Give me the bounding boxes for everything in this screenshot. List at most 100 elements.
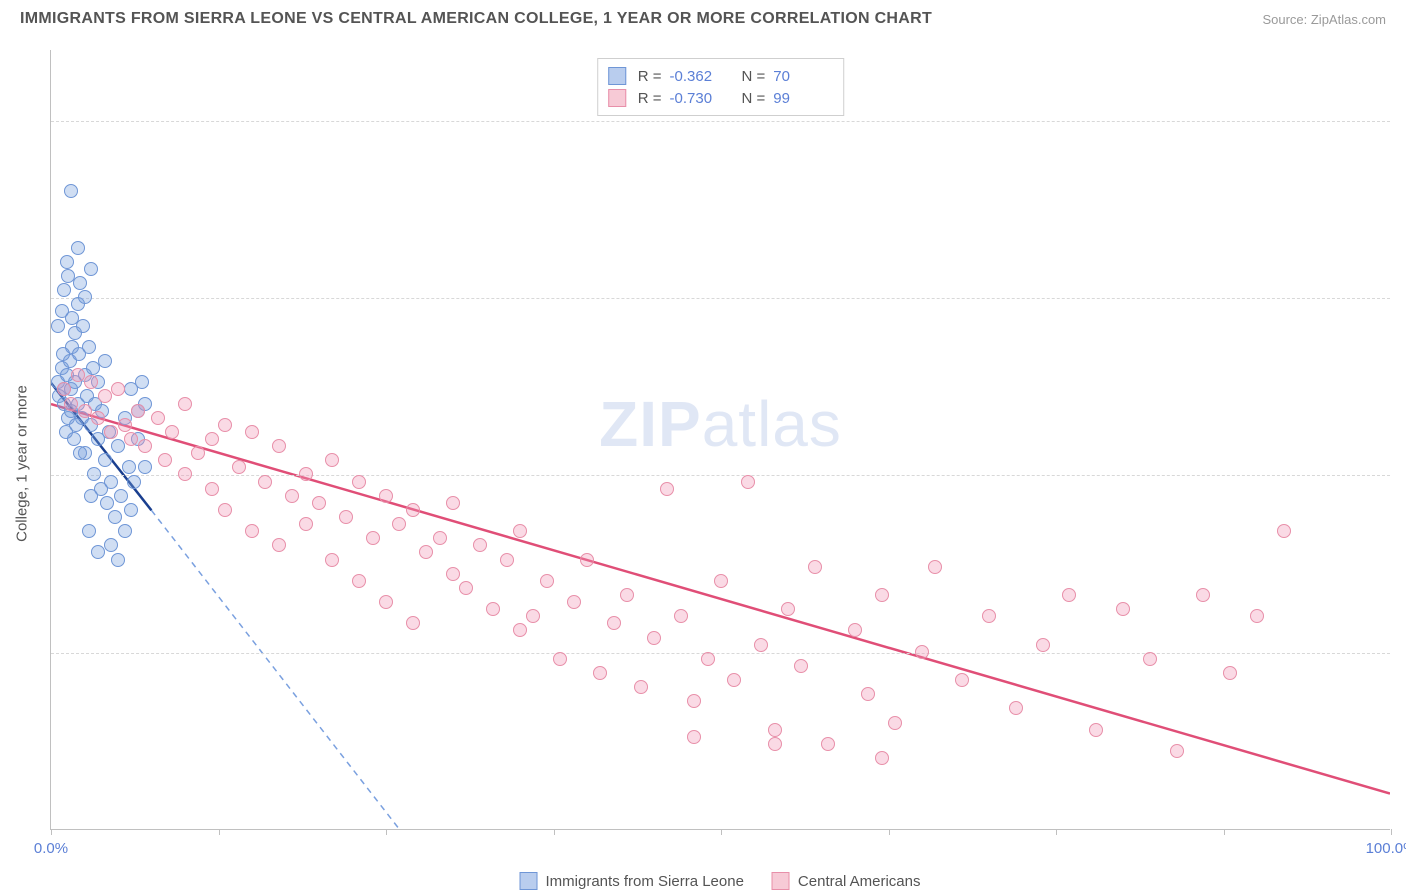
- data-point: [218, 418, 232, 432]
- data-point: [406, 503, 420, 517]
- watermark: ZIPatlas: [599, 387, 842, 461]
- xtick-label: 100.0%: [1366, 840, 1406, 857]
- data-point: [245, 524, 259, 538]
- data-point: [982, 609, 996, 623]
- data-point: [108, 510, 122, 524]
- n-value: 99: [773, 90, 833, 107]
- data-point: [1009, 701, 1023, 715]
- data-point: [768, 723, 782, 737]
- data-point: [1223, 666, 1237, 680]
- data-point: [232, 460, 246, 474]
- data-point: [131, 404, 145, 418]
- data-point: [55, 304, 69, 318]
- data-point: [82, 524, 96, 538]
- xtick: [889, 829, 890, 835]
- data-point: [352, 574, 366, 588]
- data-point: [138, 439, 152, 453]
- data-point: [178, 397, 192, 411]
- data-point: [272, 538, 286, 552]
- gridline: [51, 475, 1390, 476]
- data-point: [111, 382, 125, 396]
- data-point: [1170, 744, 1184, 758]
- r-label: R =: [638, 90, 662, 107]
- data-point: [339, 510, 353, 524]
- data-point: [794, 659, 808, 673]
- data-point: [821, 737, 835, 751]
- xtick: [1056, 829, 1057, 835]
- data-point: [78, 290, 92, 304]
- gridline: [51, 121, 1390, 122]
- data-point: [104, 475, 118, 489]
- data-point: [285, 489, 299, 503]
- data-point: [71, 241, 85, 255]
- legend-label: Central Americans: [798, 873, 921, 890]
- data-point: [701, 652, 715, 666]
- ytick-label: 100.0%: [1400, 112, 1406, 129]
- data-point: [78, 404, 92, 418]
- data-point: [433, 531, 447, 545]
- data-point: [580, 553, 594, 567]
- data-point: [888, 716, 902, 730]
- data-point: [91, 545, 105, 559]
- data-point: [379, 595, 393, 609]
- data-point: [526, 609, 540, 623]
- data-point: [114, 489, 128, 503]
- data-point: [98, 453, 112, 467]
- data-point: [122, 460, 136, 474]
- data-point: [325, 453, 339, 467]
- legend-swatch: [608, 67, 626, 85]
- r-label: R =: [638, 68, 662, 85]
- data-point: [366, 531, 380, 545]
- data-point: [634, 680, 648, 694]
- data-point: [473, 538, 487, 552]
- data-point: [111, 439, 125, 453]
- data-point: [73, 276, 87, 290]
- data-point: [446, 496, 460, 510]
- legend-item: Central Americans: [772, 872, 921, 890]
- data-point: [118, 418, 132, 432]
- stats-row: R =-0.362N =70: [608, 65, 834, 87]
- legend-swatch: [608, 89, 626, 107]
- data-point: [1062, 588, 1076, 602]
- chart-container: College, 1 year or more ZIPatlas R =-0.3…: [50, 50, 1390, 860]
- data-point: [57, 382, 71, 396]
- data-point: [513, 623, 527, 637]
- data-point: [91, 411, 105, 425]
- y-axis-label: College, 1 year or more: [14, 385, 31, 542]
- data-point: [607, 616, 621, 630]
- data-point: [64, 184, 78, 198]
- data-point: [118, 524, 132, 538]
- data-point: [861, 687, 875, 701]
- data-point: [124, 432, 138, 446]
- data-point: [459, 581, 473, 595]
- legend-swatch: [520, 872, 538, 890]
- data-point: [272, 439, 286, 453]
- data-point: [406, 616, 420, 630]
- trend-lines: [51, 50, 1390, 829]
- data-point: [56, 347, 70, 361]
- legend-swatch: [772, 872, 790, 890]
- data-point: [84, 262, 98, 276]
- data-point: [138, 460, 152, 474]
- data-point: [325, 553, 339, 567]
- chart-title: IMMIGRANTS FROM SIERRA LEONE VS CENTRAL …: [20, 10, 932, 28]
- data-point: [687, 694, 701, 708]
- data-point: [205, 482, 219, 496]
- data-point: [258, 475, 272, 489]
- data-point: [928, 560, 942, 574]
- data-point: [178, 467, 192, 481]
- data-point: [741, 475, 755, 489]
- data-point: [151, 411, 165, 425]
- data-point: [1277, 524, 1291, 538]
- xtick: [51, 829, 52, 835]
- data-point: [98, 354, 112, 368]
- data-point: [71, 368, 85, 382]
- data-point: [808, 560, 822, 574]
- legend-label: Immigrants from Sierra Leone: [546, 873, 744, 890]
- data-point: [218, 503, 232, 517]
- data-point: [84, 489, 98, 503]
- data-point: [727, 673, 741, 687]
- data-point: [875, 751, 889, 765]
- data-point: [419, 545, 433, 559]
- data-point: [915, 645, 929, 659]
